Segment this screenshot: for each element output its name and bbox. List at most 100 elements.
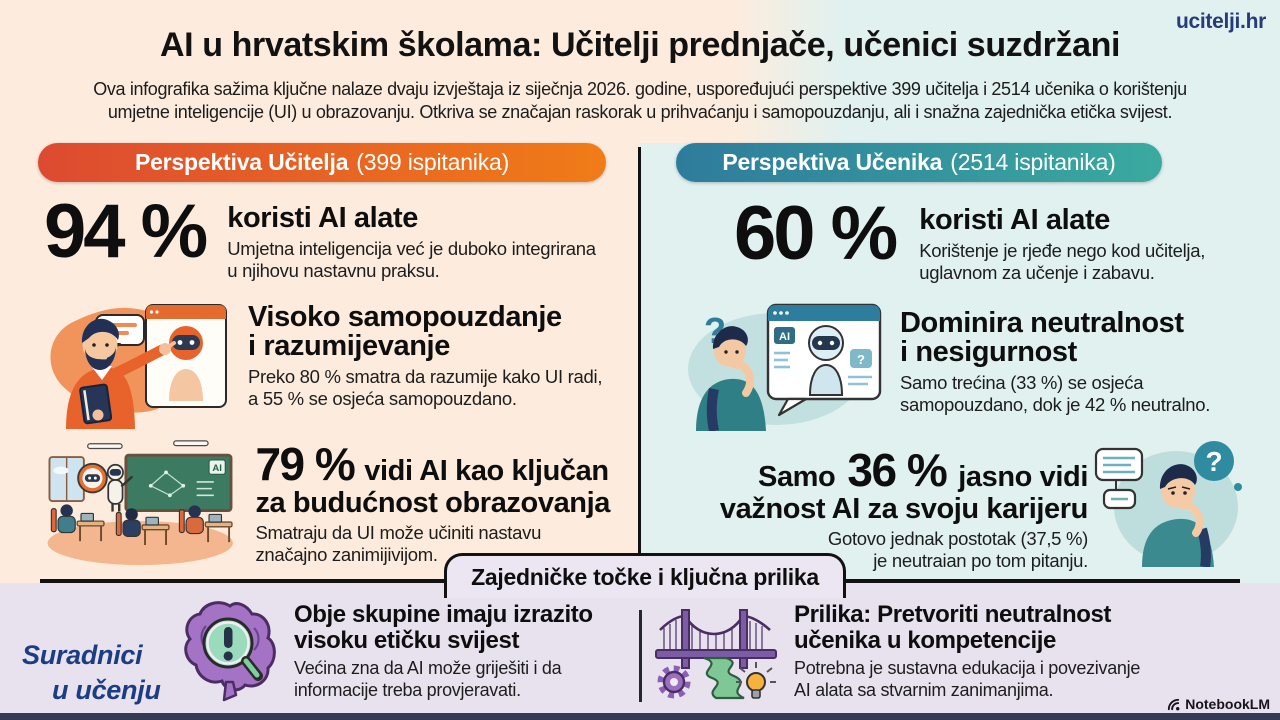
teachers-usage-body-line1: Umjetna inteligencija već je duboko inte… [227, 237, 596, 259]
gear [657, 665, 691, 699]
opportunity-body-line1: Potrebna je sustavna edukacija i poveziv… [794, 657, 1141, 678]
teachers-future-stat: AI [38, 433, 610, 571]
pondering-student-figure [1142, 463, 1214, 567]
winding-road [703, 656, 745, 700]
students-usage-stat: 60 % koristi AI alate Korištenje je rjeđ… [734, 191, 1242, 285]
page-title: AI u hrvatskim školama: Učitelji prednja… [159, 26, 1121, 64]
teachers-future-value: 79 % [255, 437, 355, 490]
question-circle: ? [1194, 440, 1242, 491]
robot-teacher [106, 463, 133, 512]
students-usage-body-line1: Korištenje je rjeđe nego kod učitelja, [919, 239, 1206, 261]
bridge [655, 609, 777, 669]
students-usage-heading: koristi AI alate [919, 204, 1111, 236]
teacher-pointing-illustration [50, 303, 227, 429]
subtitle-line-2: umjetne inteligencije (UI) u obrazovanju… [107, 102, 1173, 123]
teachers-usage-stat: 94 % koristi AI alate Umjetna inteligenc… [44, 193, 610, 283]
students-career-heading: Samo 36 % jasno vidi važnost AI za svoju k… [676, 447, 1088, 524]
teachers-banner: Perspektiva Učitelja (399 ispitanika) [38, 143, 606, 182]
teachers-banner-note: (399 ispitanika) [356, 149, 510, 175]
common-section-tab-label: Zajedničke točke i ključna prilika [471, 563, 819, 590]
teachers-usage-heading: koristi AI alate [227, 202, 419, 234]
classroom-illustration: AI [47, 439, 233, 565]
teachers-future-body: Smatraju da UI može učiniti nastavu znač… [255, 522, 610, 567]
teachers-confidence-heading-line2: i razumijevanje [248, 330, 450, 363]
students-banner-note: (2514 ispitanika) [950, 149, 1116, 175]
students-neutrality-body-line2: samopouzdano, dok je 42 % neutralno. [900, 394, 1211, 416]
speech-bubbles [1094, 447, 1144, 509]
sphere-robot [77, 462, 108, 494]
ethics-heading: Obje skupine imaju izrazito visoku etičk… [294, 602, 593, 654]
notebooklm-icon [1168, 698, 1180, 710]
opportunity-heading: Prilika: Pretvoriti neutralnost učenika … [794, 602, 1140, 654]
student-pondering-illustration: ? [1094, 440, 1242, 567]
students-career-heading-prefix: Samo [758, 460, 836, 493]
lightbulb [736, 662, 776, 699]
students-banner: Perspektiva Učenika (2514 ispitanika) [676, 143, 1162, 182]
ethics-heading-line1: Obje skupine imaju izrazito [294, 601, 593, 628]
students-usage-body-line2: uglavnom za učenje i zabavu. [919, 262, 1155, 284]
students-neutrality-heading-line2: i nesigurnost [900, 336, 1077, 369]
teachers-confidence-heading-line1: Visoko samopouzdanje [248, 300, 562, 333]
teachers-confidence-body-line2: a 55 % se osjeća samopouzdano. [248, 388, 517, 410]
teachers-future-heading-line2: za budućnost obrazovanja [255, 486, 610, 519]
ethics-body-line2: informacije treba provjeravati. [294, 679, 521, 700]
header-background [0, 0, 1280, 143]
students-neutrality-body-line1: Samo trećina (33 %) se osjeća [900, 371, 1144, 393]
teachers-confidence-heading: Visoko samopouzdanje i razumijevanje [248, 300, 602, 363]
side-label-line1: Suradnici [22, 640, 143, 670]
teachers-column: Perspektiva Učitelja (399 ispitanika) 94… [38, 143, 610, 571]
ai-chip-label: AI [779, 331, 790, 343]
students-desks [50, 504, 233, 545]
students-usage-body: Korištenje je rjeđe nego kod učitelja, u… [919, 240, 1205, 285]
students-usage-value: 60 % [734, 191, 898, 276]
opportunity-item: Prilika: Pretvoriti neutralnost učenika … [652, 598, 1140, 704]
ethics-body: Većina zna da AI može griješiti i da inf… [294, 658, 593, 702]
teachers-usage-body-line2: u njihovu nastavnu praksu. [227, 260, 440, 282]
ai-board-label: AI [212, 463, 222, 474]
teachers-confidence-body-line1: Preko 80 % smatra da razumije kako UI ra… [248, 365, 603, 387]
students-neutrality-heading: Dominira neutralnost i nesigurnost [900, 308, 1210, 369]
students-career-body: Gotovo jednak postotak (37,5 %) je neutr… [676, 528, 1088, 573]
notebooklm-label: NotebookLM [1185, 696, 1270, 712]
student-figure [696, 325, 766, 431]
side-label-line2: u učenju [52, 675, 161, 706]
bridge-path-icon [655, 609, 777, 700]
teachers-future-body-line2: značajno zanimijivijom. [255, 544, 438, 566]
teachers-confidence-body: Preko 80 % smatra da razumije kako UI ra… [248, 366, 602, 411]
students-neutrality-stat: ? AI ? [676, 297, 1242, 431]
ai-chat-window: AI ? [766, 303, 882, 416]
ai-card [145, 303, 227, 408]
common-section-divider [639, 610, 642, 702]
teacher-figure [66, 318, 176, 429]
question-circle-mark: ? [1205, 446, 1222, 477]
common-section-tab: Zajedničke točke i ključna prilika [444, 553, 846, 598]
column-divider [638, 147, 641, 579]
site-logo: ucitelji.hr [1175, 10, 1266, 33]
teachers-future-body-line1: Smatraju da UI može učiniti nastavu [255, 521, 542, 543]
students-column: Perspektiva Učenika (2514 ispitanika) 60… [676, 143, 1242, 573]
teachers-future-heading: 79 % vidi AI kao ključan za budućnost obr… [255, 441, 610, 518]
students-career-stat: Samo 36 % jasno vidi važnost AI za svoju k… [676, 433, 1242, 573]
subtitle-line-1: Ova infografika sažima ključne nalaze dv… [93, 79, 1187, 99]
brain-magnifier-icon [184, 601, 276, 702]
students-neutrality-body: Samo trećina (33 %) se osjeća samopouzda… [900, 372, 1210, 417]
students-career-heading-suffix: jasno vidi [958, 460, 1088, 493]
teachers-banner-title: Perspektiva Učitelja [134, 149, 349, 175]
footer-strip [0, 713, 1280, 720]
page-subtitle: Ova infografika sažima ključne nalaze dv… [20, 78, 1260, 125]
opportunity-heading-line1: Prilika: Pretvoriti neutralnost [794, 601, 1112, 628]
notebooklm-watermark: NotebookLM [1166, 696, 1270, 712]
side-label: Suradnici u učenju [22, 638, 161, 708]
ethics-item: Obje skupine imaju izrazito visoku etičk… [180, 598, 593, 704]
students-banner-title: Perspektiva Učenika [722, 149, 943, 175]
teachers-confidence-stat: Visoko samopouzdanje i razumijevanje Pre… [38, 293, 610, 429]
student-thinking-illustration: ? AI ? [688, 303, 882, 431]
ethics-body-line1: Većina zna da AI može griješiti i da [294, 657, 562, 678]
students-career-body-line1: Gotovo jednak postotak (37,5 %) [827, 527, 1088, 549]
teachers-usage-body: Umjetna inteligencija već je duboko inte… [227, 237, 596, 283]
teachers-future-heading-rest: vidi AI kao ključan [364, 454, 609, 487]
ethics-heading-line2: visoku etičku svijest [294, 626, 520, 654]
chalkboard: AI [124, 453, 233, 512]
students-career-value: 36 % [847, 443, 947, 496]
